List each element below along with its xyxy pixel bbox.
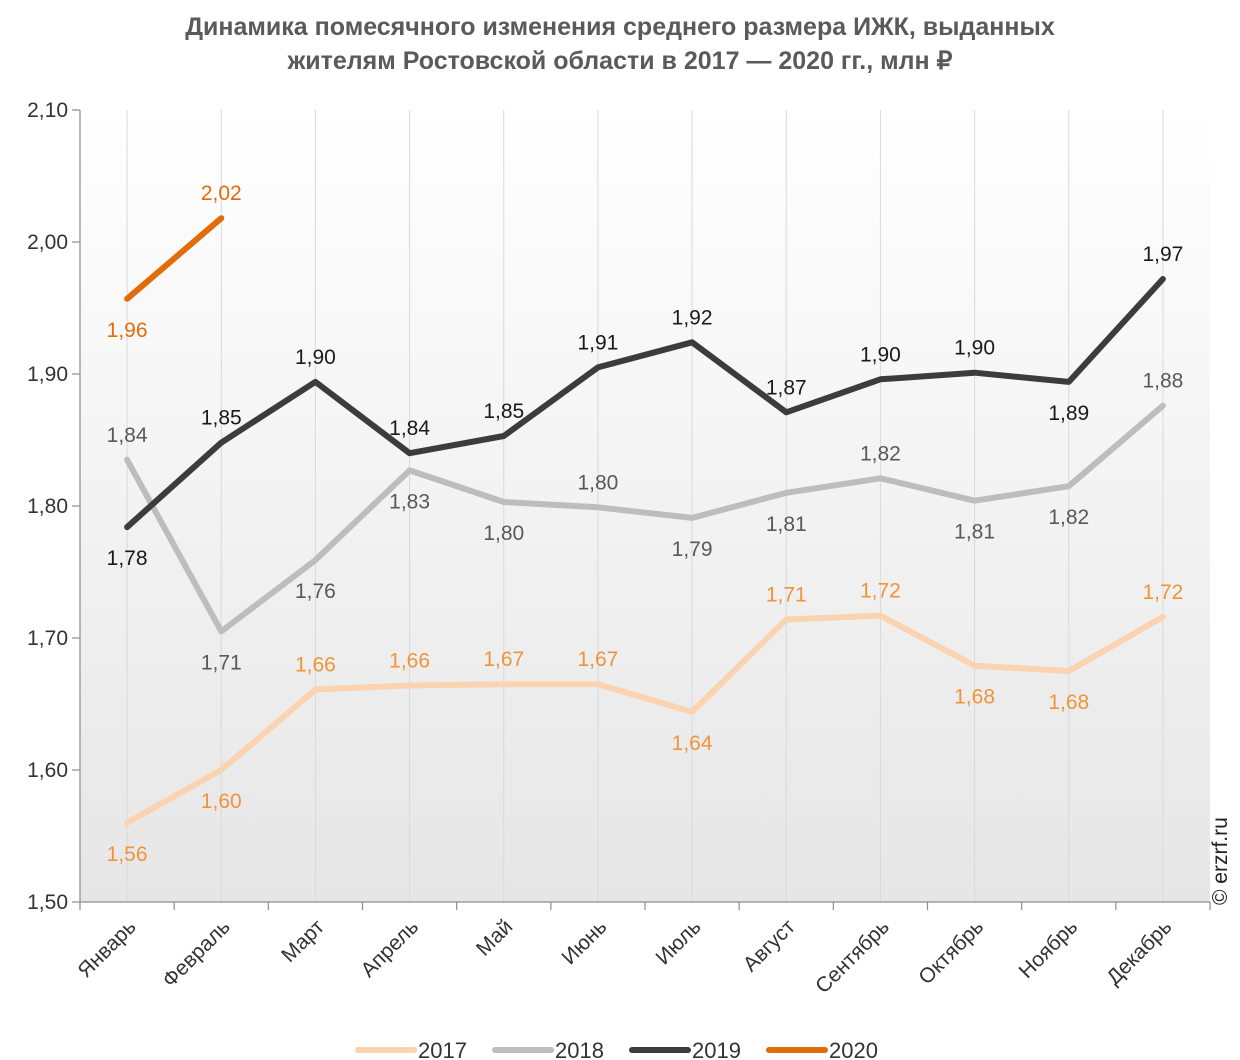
y-tick-label: 1,90 — [27, 363, 68, 386]
series-lines — [124, 215, 1166, 826]
y-tick-label: 2,00 — [27, 231, 68, 254]
x-tick-label: Июль — [651, 915, 705, 969]
data-label-2019: 1,85 — [483, 400, 524, 423]
data-label-2017: 1,71 — [766, 584, 807, 607]
data-label-2018: 1,79 — [672, 538, 713, 561]
data-label-2020: 1,96 — [107, 319, 148, 342]
series-line-2018 — [124, 402, 1166, 635]
y-tick-label: 2,10 — [27, 99, 68, 122]
x-tick-label: Ноябрь — [1014, 915, 1082, 983]
data-label-2019: 1,90 — [860, 343, 901, 366]
data-label-2018: 1,71 — [201, 651, 242, 674]
data-label-2018: 1,83 — [389, 490, 430, 513]
data-label-2017: 1,60 — [201, 790, 242, 813]
data-label-2017: 1,72 — [860, 580, 901, 603]
chart-title-line-2: жителям Ростовской области в 2017 — 2020… — [287, 47, 953, 75]
data-label-2017: 1,68 — [1048, 691, 1089, 714]
x-tick-label: Октябрь — [914, 915, 988, 989]
x-tick-label: Июнь — [557, 915, 611, 969]
data-label-2018: 1,82 — [1048, 506, 1089, 529]
legend-label-2017: 2017 — [418, 1038, 467, 1060]
data-label-2019: 1,90 — [295, 346, 336, 369]
data-label-2019: 1,90 — [954, 337, 995, 360]
data-label-2017: 1,67 — [483, 648, 524, 671]
chart-title-line-1: Динамика помесячного изменения среднего … — [185, 13, 1055, 41]
legend: 2017 2018 2019 2020 — [355, 1038, 878, 1060]
data-label-2017: 1,66 — [389, 650, 430, 673]
data-label-2018: 1,88 — [1142, 370, 1183, 393]
legend-label-2018: 2018 — [555, 1038, 604, 1060]
data-label-2019: 1,92 — [672, 306, 713, 329]
data-label-2018: 1,80 — [483, 522, 524, 545]
data-label-2018: 1,80 — [577, 471, 618, 494]
x-tick-label: Январь — [73, 915, 140, 982]
legend-label-2020: 2020 — [829, 1038, 878, 1060]
y-tick-label: 1,50 — [27, 891, 68, 914]
data-label-2017: 1,64 — [672, 732, 713, 755]
series-line-2020 — [124, 215, 225, 302]
x-tick-label: Май — [472, 915, 517, 960]
y-tick-label: 1,70 — [27, 627, 68, 650]
x-tick-label: Декабрь — [1102, 915, 1176, 989]
data-label-2019: 1,85 — [201, 407, 242, 430]
data-label-2018: 1,81 — [954, 521, 995, 544]
x-tick-label: Март — [277, 915, 329, 967]
data-label-2018: 1,82 — [860, 442, 901, 465]
plot-area — [80, 110, 1210, 902]
data-label-2019: 1,91 — [577, 331, 618, 354]
data-label-2019: 1,84 — [389, 417, 430, 440]
data-label-2017: 1,72 — [1142, 581, 1183, 604]
data-label-2019: 1,97 — [1142, 243, 1183, 266]
y-tick-label: 1,80 — [27, 495, 68, 518]
data-label-2017: 1,67 — [577, 648, 618, 671]
data-label-2018: 1,84 — [107, 424, 148, 447]
y-tick-label: 1,60 — [27, 759, 68, 782]
data-label-2018: 1,81 — [766, 513, 807, 536]
data-label-2017: 1,68 — [954, 686, 995, 709]
x-tick-label: Сентябрь — [811, 915, 894, 998]
series-line-2017 — [124, 612, 1166, 826]
legend-label-2019: 2019 — [692, 1038, 741, 1060]
data-label-2019: 1,78 — [107, 547, 148, 570]
x-tick-label: Февраль — [158, 915, 235, 992]
data-label-2020: 2,02 — [201, 182, 242, 205]
data-labels: 1,56 1,60 1,66 1,66 1,67 1,67 1,64 1,71 1,72 1,68… — [107, 182, 1184, 866]
data-label-2017: 1,66 — [295, 653, 336, 676]
x-tick-label: Август — [739, 915, 800, 976]
data-label-2018: 1,76 — [295, 580, 336, 603]
x-tick-label: Апрель — [356, 915, 423, 982]
series-line-2019 — [124, 276, 1166, 531]
data-label-2019: 1,89 — [1048, 402, 1089, 425]
grid-lines — [126, 110, 1164, 902]
watermark: © erzrf.ru — [1209, 817, 1232, 905]
chart-title: Динамика помесячного изменения среднего … — [0, 10, 1240, 78]
data-label-2019: 1,87 — [766, 376, 807, 399]
data-label-2017: 1,56 — [107, 843, 148, 866]
